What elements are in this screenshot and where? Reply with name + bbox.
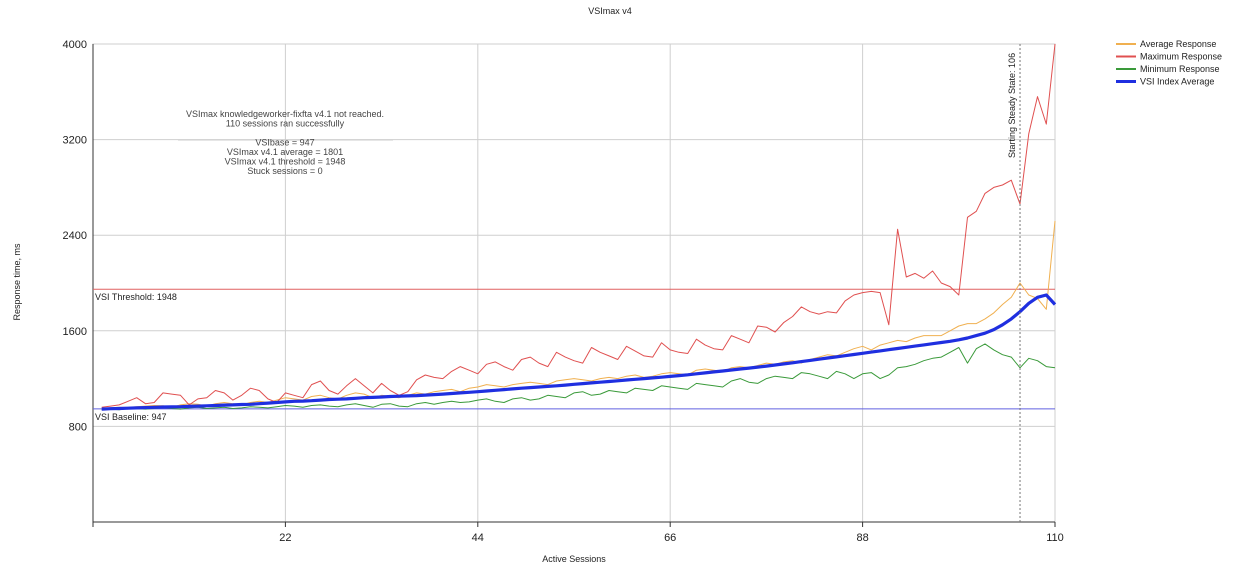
baseline-label: VSI Baseline: 947	[95, 412, 167, 422]
y-axis-label: Response time, ms	[12, 243, 22, 321]
y-tick-label: 3200	[63, 135, 87, 147]
legend-label: Minimum Response	[1140, 64, 1220, 74]
series-line-average-response	[101, 220, 1056, 409]
series-line-minimum-response	[101, 343, 1056, 411]
annotation-line: 110 sessions ran successfully	[226, 119, 345, 129]
x-tick-label: 44	[472, 532, 484, 544]
x-tick-label: 66	[664, 532, 676, 544]
legend-label: VSI Index Average	[1140, 77, 1214, 87]
x-tick-label: 88	[856, 532, 868, 544]
y-tick-label: 4000	[63, 39, 87, 51]
axes: 800 1600 2400 3200 4000 22 44 66 88 110	[63, 39, 1064, 544]
legend-label: Average Response	[1140, 39, 1216, 49]
y-tick-label: 800	[69, 421, 87, 433]
y-tick-label: 2400	[63, 230, 87, 242]
steady-state-marker: Starting Steady State: 106	[1007, 44, 1021, 522]
y-tick-label: 1600	[63, 326, 87, 338]
annotation-line: VSImax v4.1 threshold = 1948	[225, 157, 346, 167]
series-line-maximum-response	[101, 43, 1056, 408]
legend-label: Maximum Response	[1140, 52, 1222, 62]
annotation-line: VSIbase = 947	[255, 138, 314, 148]
reference-lines: VSI Threshold: 1948 VSI Baseline: 947	[93, 288, 1055, 422]
threshold-label: VSI Threshold: 1948	[95, 292, 177, 302]
x-tick-label: 110	[1046, 532, 1064, 544]
annotation-line: Stuck sessions = 0	[247, 166, 322, 176]
annotation-line: VSImax v4.1 average = 1801	[227, 147, 343, 157]
x-axis-label: Active Sessions	[542, 554, 606, 564]
chart-title: VSImax v4	[588, 6, 632, 16]
series-lines	[101, 43, 1057, 411]
series-line-vsi-index-average	[101, 293, 1057, 411]
x-tick-label: 22	[279, 532, 291, 544]
annotation-box: VSImax knowledgeworker-fixfta v4.1 not r…	[178, 109, 393, 176]
annotation-line: VSImax knowledgeworker-fixfta v4.1 not r…	[186, 109, 384, 119]
legend: Average Response Maximum Response Minimum …	[1116, 39, 1222, 87]
steady-state-label: Starting Steady State: 106	[1007, 53, 1017, 158]
